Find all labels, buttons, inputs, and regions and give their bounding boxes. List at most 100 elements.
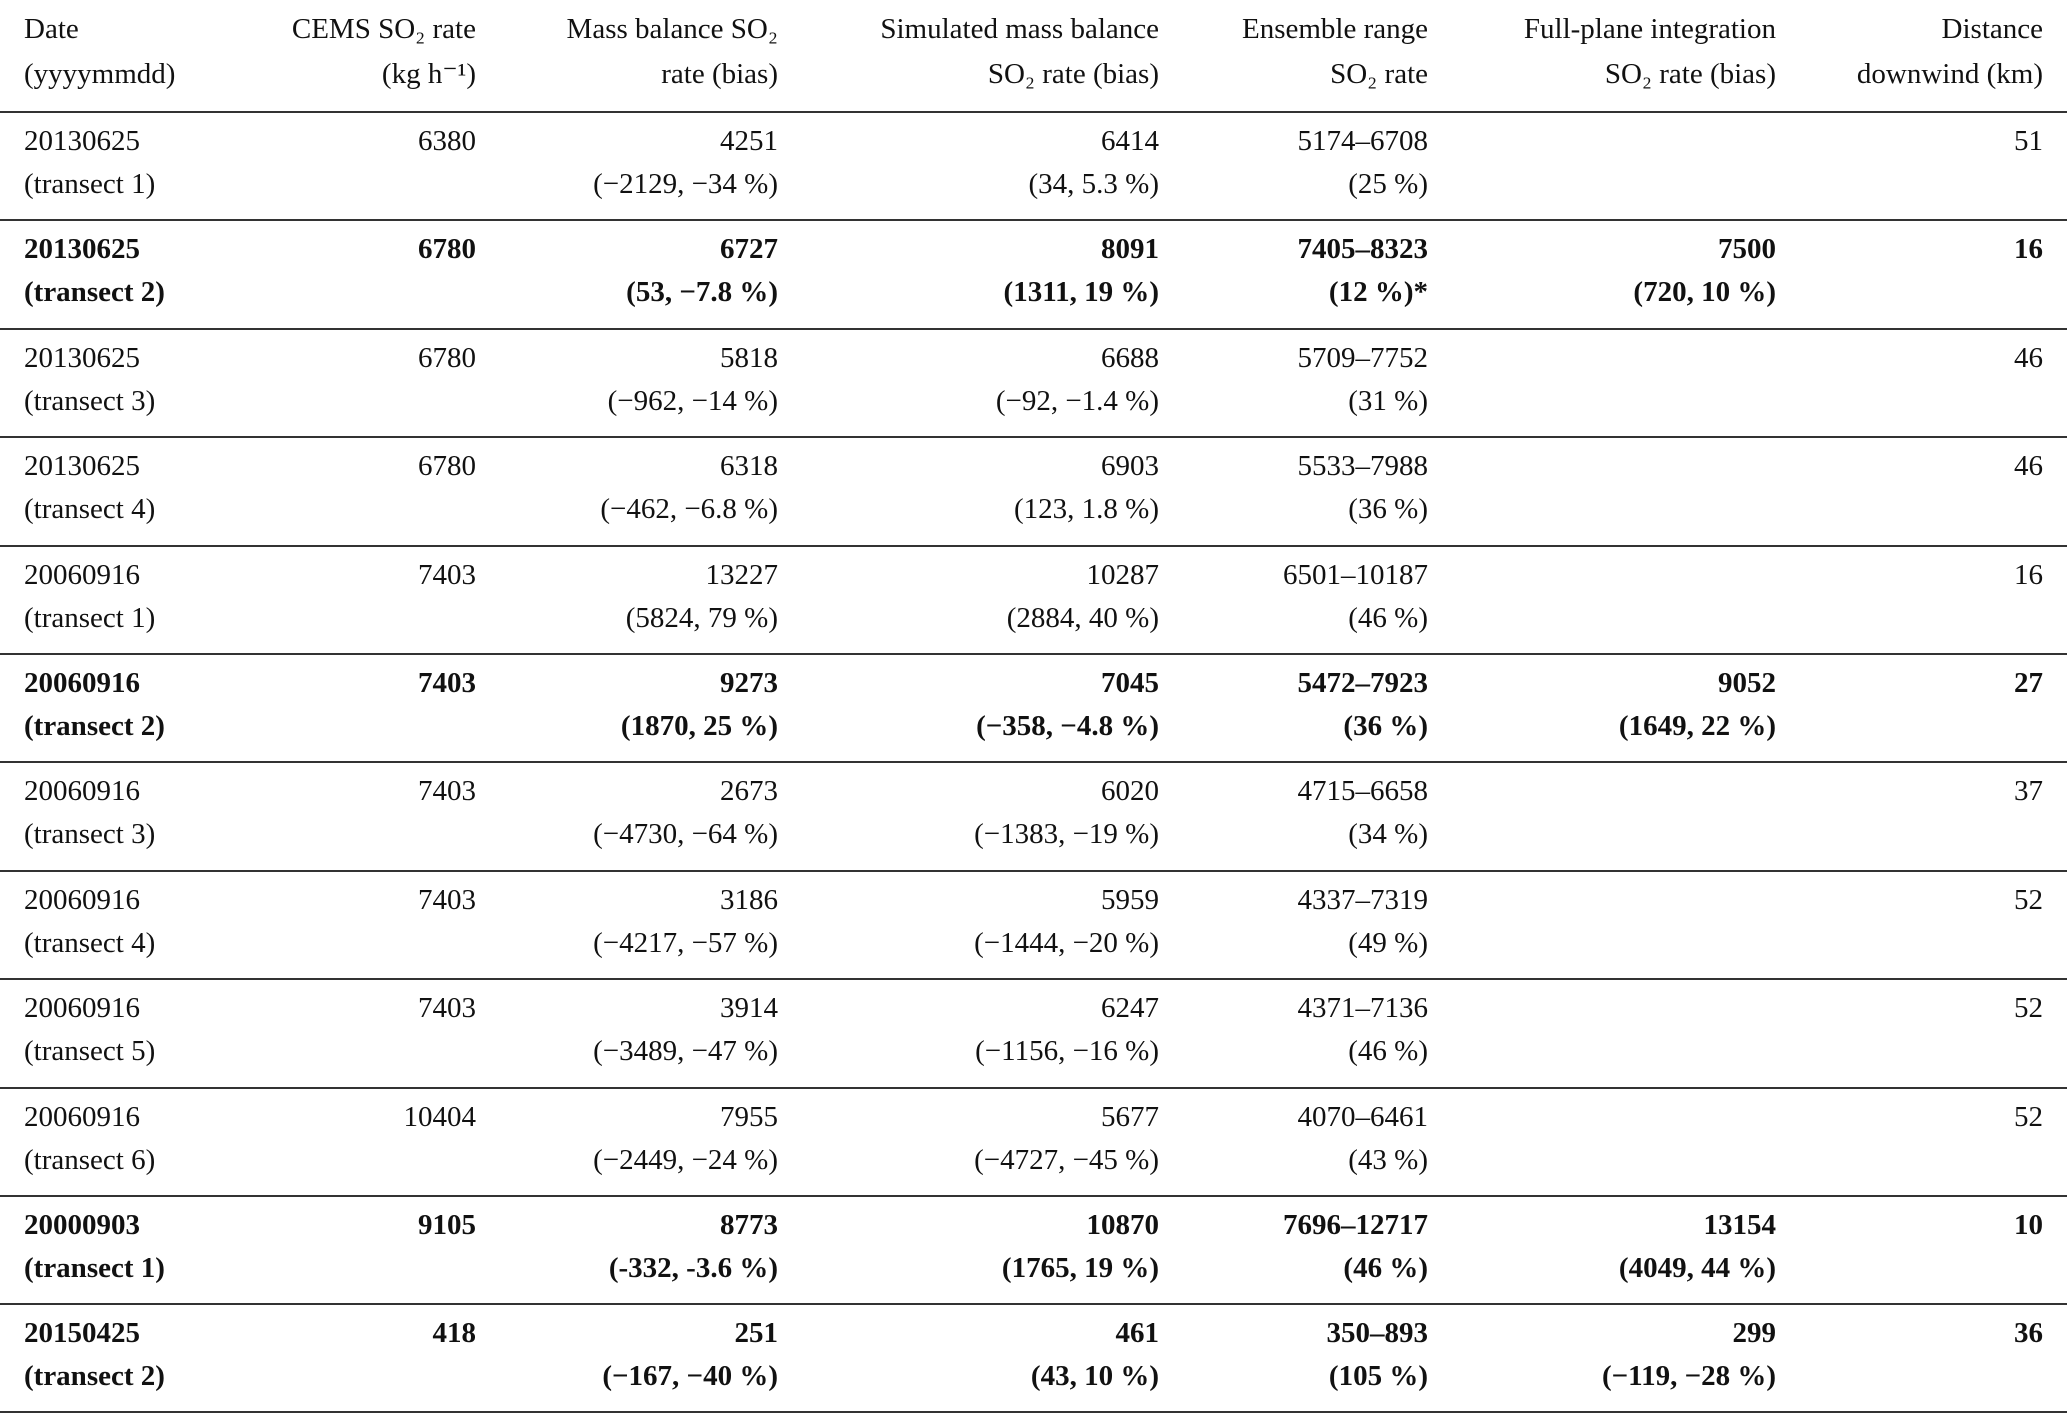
row-rule <box>0 544 2067 547</box>
table-cell: (31 %) <box>1348 384 1428 417</box>
table-cell: 20060916 <box>24 558 140 591</box>
table-cell: 7500 <box>1718 233 1776 266</box>
table-cell: 299 <box>1732 1317 1777 1350</box>
header-rule <box>0 111 2067 113</box>
table-cell: (46 %) <box>1343 1252 1428 1284</box>
table-cell: 13227 <box>705 558 779 591</box>
column-header: Full-plane integration <box>1523 13 1776 45</box>
row-rule <box>0 653 2067 655</box>
row-rule <box>0 327 2067 330</box>
table-cell: (−92, −1.4 %) <box>995 384 1159 417</box>
table-cell: 6780 <box>418 233 476 266</box>
table-cell: 36 <box>2014 1317 2043 1350</box>
table-cell: 10404 <box>403 1100 477 1133</box>
table-cell: 20130625 <box>24 450 140 483</box>
table-cell: 5174–6708 <box>1297 125 1429 157</box>
table-cell: 6903 <box>1101 450 1159 483</box>
column-header: Mass balance SO₂ <box>566 13 778 45</box>
table-cell: (−119, −28 %) <box>1601 1360 1776 1393</box>
table-cell: (transect 4) <box>24 926 156 959</box>
table-cell: 16 <box>2014 558 2043 591</box>
table-cell: (1870, 25 %) <box>620 710 778 742</box>
table-cell: (105 %) <box>1328 1360 1428 1393</box>
table-cell: (−167, −40 %) <box>602 1360 778 1393</box>
table-cell: 7403 <box>418 667 476 699</box>
table-cell: 6780 <box>418 341 476 374</box>
table-cell: 37 <box>2014 775 2043 808</box>
table-cell: 4070–6461 <box>1297 1100 1429 1133</box>
table-cell: 7696–12717 <box>1283 1209 1428 1241</box>
table-cell: 16 <box>2014 233 2043 266</box>
table-cell: 5709–7752 <box>1297 341 1429 374</box>
table-cell: 20060916 <box>24 883 140 916</box>
table-cell: (−1444, −20 %) <box>974 926 1159 959</box>
table-cell: 9105 <box>418 1209 476 1241</box>
table-cell: 5677 <box>1101 1100 1159 1133</box>
table-cell: 3186 <box>720 883 778 916</box>
table-cell: 6247 <box>1101 992 1159 1025</box>
table-cell: 6501–10187 <box>1283 558 1428 591</box>
table-cell: 7955 <box>720 1100 778 1133</box>
row-rule <box>0 436 2067 439</box>
column-header: Ensemble range <box>1241 13 1428 45</box>
table-cell: 20060916 <box>24 1100 140 1133</box>
table-cell: 6318 <box>720 450 778 483</box>
table-cell: (−4730, −64 %) <box>593 818 778 851</box>
row-rule <box>0 1086 2067 1089</box>
table-cell: 20130625 <box>24 233 140 266</box>
table-cell: 4337–7319 <box>1297 883 1429 916</box>
table-cell: 20060916 <box>24 992 140 1025</box>
table-cell: (43 %) <box>1348 1143 1428 1176</box>
table-cell: 7405–8323 <box>1297 233 1429 266</box>
table-cell: 7403 <box>418 558 476 591</box>
column-header: (yyyymmdd) <box>24 58 176 90</box>
table-cell: (−2449, −24 %) <box>593 1143 778 1176</box>
table-cell: 10 <box>2014 1209 2043 1241</box>
row-rule <box>0 978 2067 981</box>
table-cell: 10870 <box>1086 1209 1160 1241</box>
table-cell: (720, 10 %) <box>1633 276 1776 309</box>
table-cell: 6020 <box>1101 775 1159 808</box>
table-cell: (transect 1) <box>24 601 156 634</box>
table-cell: 8773 <box>720 1209 778 1241</box>
table-cell: (transect 4) <box>24 493 156 526</box>
table-cell: (123, 1.8 %) <box>1014 493 1159 526</box>
table-cell: 20060916 <box>24 667 140 699</box>
table-cell: (25 %) <box>1348 168 1428 200</box>
table-cell: 7403 <box>418 775 476 808</box>
table-cell: 20150425 <box>24 1317 140 1350</box>
column-header: Distance <box>1941 13 2043 45</box>
table-cell: 20130625 <box>24 125 140 157</box>
table-cell: (12 %)* <box>1328 276 1428 309</box>
table-cell: 52 <box>2014 883 2043 916</box>
column-header: rate (bias) <box>661 58 778 90</box>
table-cell: 4251 <box>720 125 778 157</box>
table-cell: (-332, -3.6 %) <box>608 1252 778 1284</box>
table-cell: (−962, −14 %) <box>607 384 778 417</box>
row-rule <box>0 219 2067 222</box>
table-cell: (49 %) <box>1348 926 1428 959</box>
table-cell: (transect 2) <box>24 1360 165 1393</box>
table-cell: 9052 <box>1718 667 1776 699</box>
table-cell: 6380 <box>418 125 476 157</box>
table-cell: (5824, 79 %) <box>625 601 778 634</box>
table-cell: 5818 <box>720 341 778 374</box>
table-cell: (1649, 22 %) <box>1618 710 1776 742</box>
table-cell: (transect 3) <box>24 384 156 417</box>
table-cell: (36 %) <box>1348 493 1428 526</box>
table-cell: 5959 <box>1101 883 1159 916</box>
table-cell: (−1383, −19 %) <box>974 818 1159 851</box>
table-cell: (−462, −6.8 %) <box>600 493 778 526</box>
table-cell: 10287 <box>1086 558 1160 591</box>
table-cell: 7045 <box>1101 667 1159 699</box>
table-cell: (−2129, −34 %) <box>593 168 778 200</box>
row-rule <box>0 869 2067 872</box>
table-cell: (transect 1) <box>24 168 156 200</box>
table-cell: 52 <box>2014 1100 2043 1133</box>
column-header: downwind (km) <box>1856 58 2043 90</box>
table-cell: (34 %) <box>1348 818 1428 851</box>
table-cell: (53, −7.8 %) <box>626 276 778 309</box>
table-cell: 6727 <box>720 233 778 266</box>
table-cell: (1311, 19 %) <box>1003 276 1159 309</box>
